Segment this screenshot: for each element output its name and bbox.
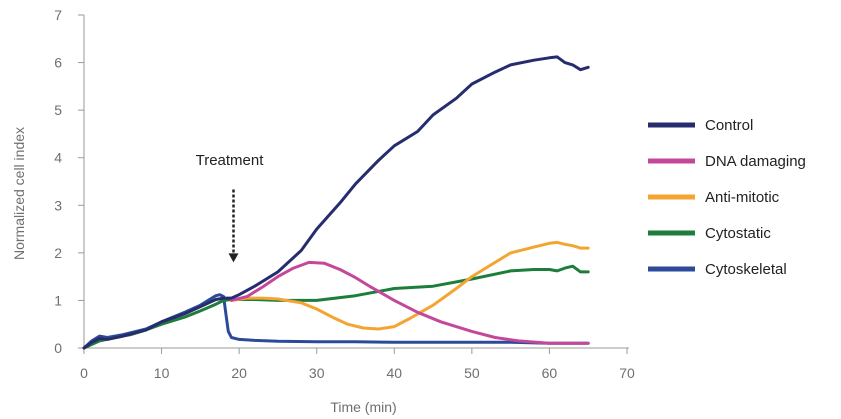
treatment-annotation: Treatment — [196, 152, 265, 263]
x-tick-label: 60 — [542, 365, 558, 381]
x-tick-label: 70 — [619, 365, 635, 381]
series-line-control — [82, 55, 590, 350]
x-tick-label: 40 — [386, 365, 402, 381]
x-tick-label: 20 — [231, 365, 247, 381]
y-tick-label: 1 — [54, 292, 62, 308]
y-tick-label: 2 — [54, 245, 62, 261]
y-ticks: 0 1 2 3 4 5 6 7 — [54, 7, 84, 356]
legend-label-anti-mitotic: Anti-mitotic — [705, 189, 780, 206]
legend: Control DNA damaging Anti-mitotic Cytostati… — [648, 117, 806, 278]
y-axis-title: Normalized cell index — [11, 127, 27, 260]
y-tick-label: 7 — [54, 7, 62, 23]
x-axis-title: Time (min) — [330, 399, 396, 415]
y-tick-label: 0 — [54, 340, 62, 356]
x-tick-label: 50 — [464, 365, 480, 381]
series-line-anti-mitotic — [229, 240, 590, 331]
legend-label-control: Control — [705, 117, 753, 134]
series-line-dna-damaging — [229, 260, 590, 345]
x-ticks: 0 10 20 30 40 50 60 70 — [80, 348, 635, 381]
y-tick-label: 3 — [54, 197, 62, 213]
treatment-label: Treatment — [196, 152, 265, 169]
x-tick-label: 0 — [80, 365, 88, 381]
x-tick-label: 30 — [309, 365, 325, 381]
legend-label-cytoskeletal: Cytoskeletal — [705, 261, 787, 278]
y-tick-label: 5 — [54, 102, 62, 118]
axes: 0 10 20 30 40 50 60 70 0 1 2 3 4 5 6 7 Time (min) Norm… — [11, 7, 635, 415]
y-tick-label: 4 — [54, 150, 62, 166]
legend-label-dna-damaging: DNA damaging — [705, 153, 806, 170]
x-tick-label: 10 — [154, 365, 170, 381]
series-line-cytostatic — [82, 264, 590, 350]
legend-label-cytostatic: Cytostatic — [705, 225, 771, 242]
series-layer — [82, 55, 590, 350]
treatment-arrowhead — [228, 253, 239, 263]
y-tick-label: 6 — [54, 55, 62, 71]
